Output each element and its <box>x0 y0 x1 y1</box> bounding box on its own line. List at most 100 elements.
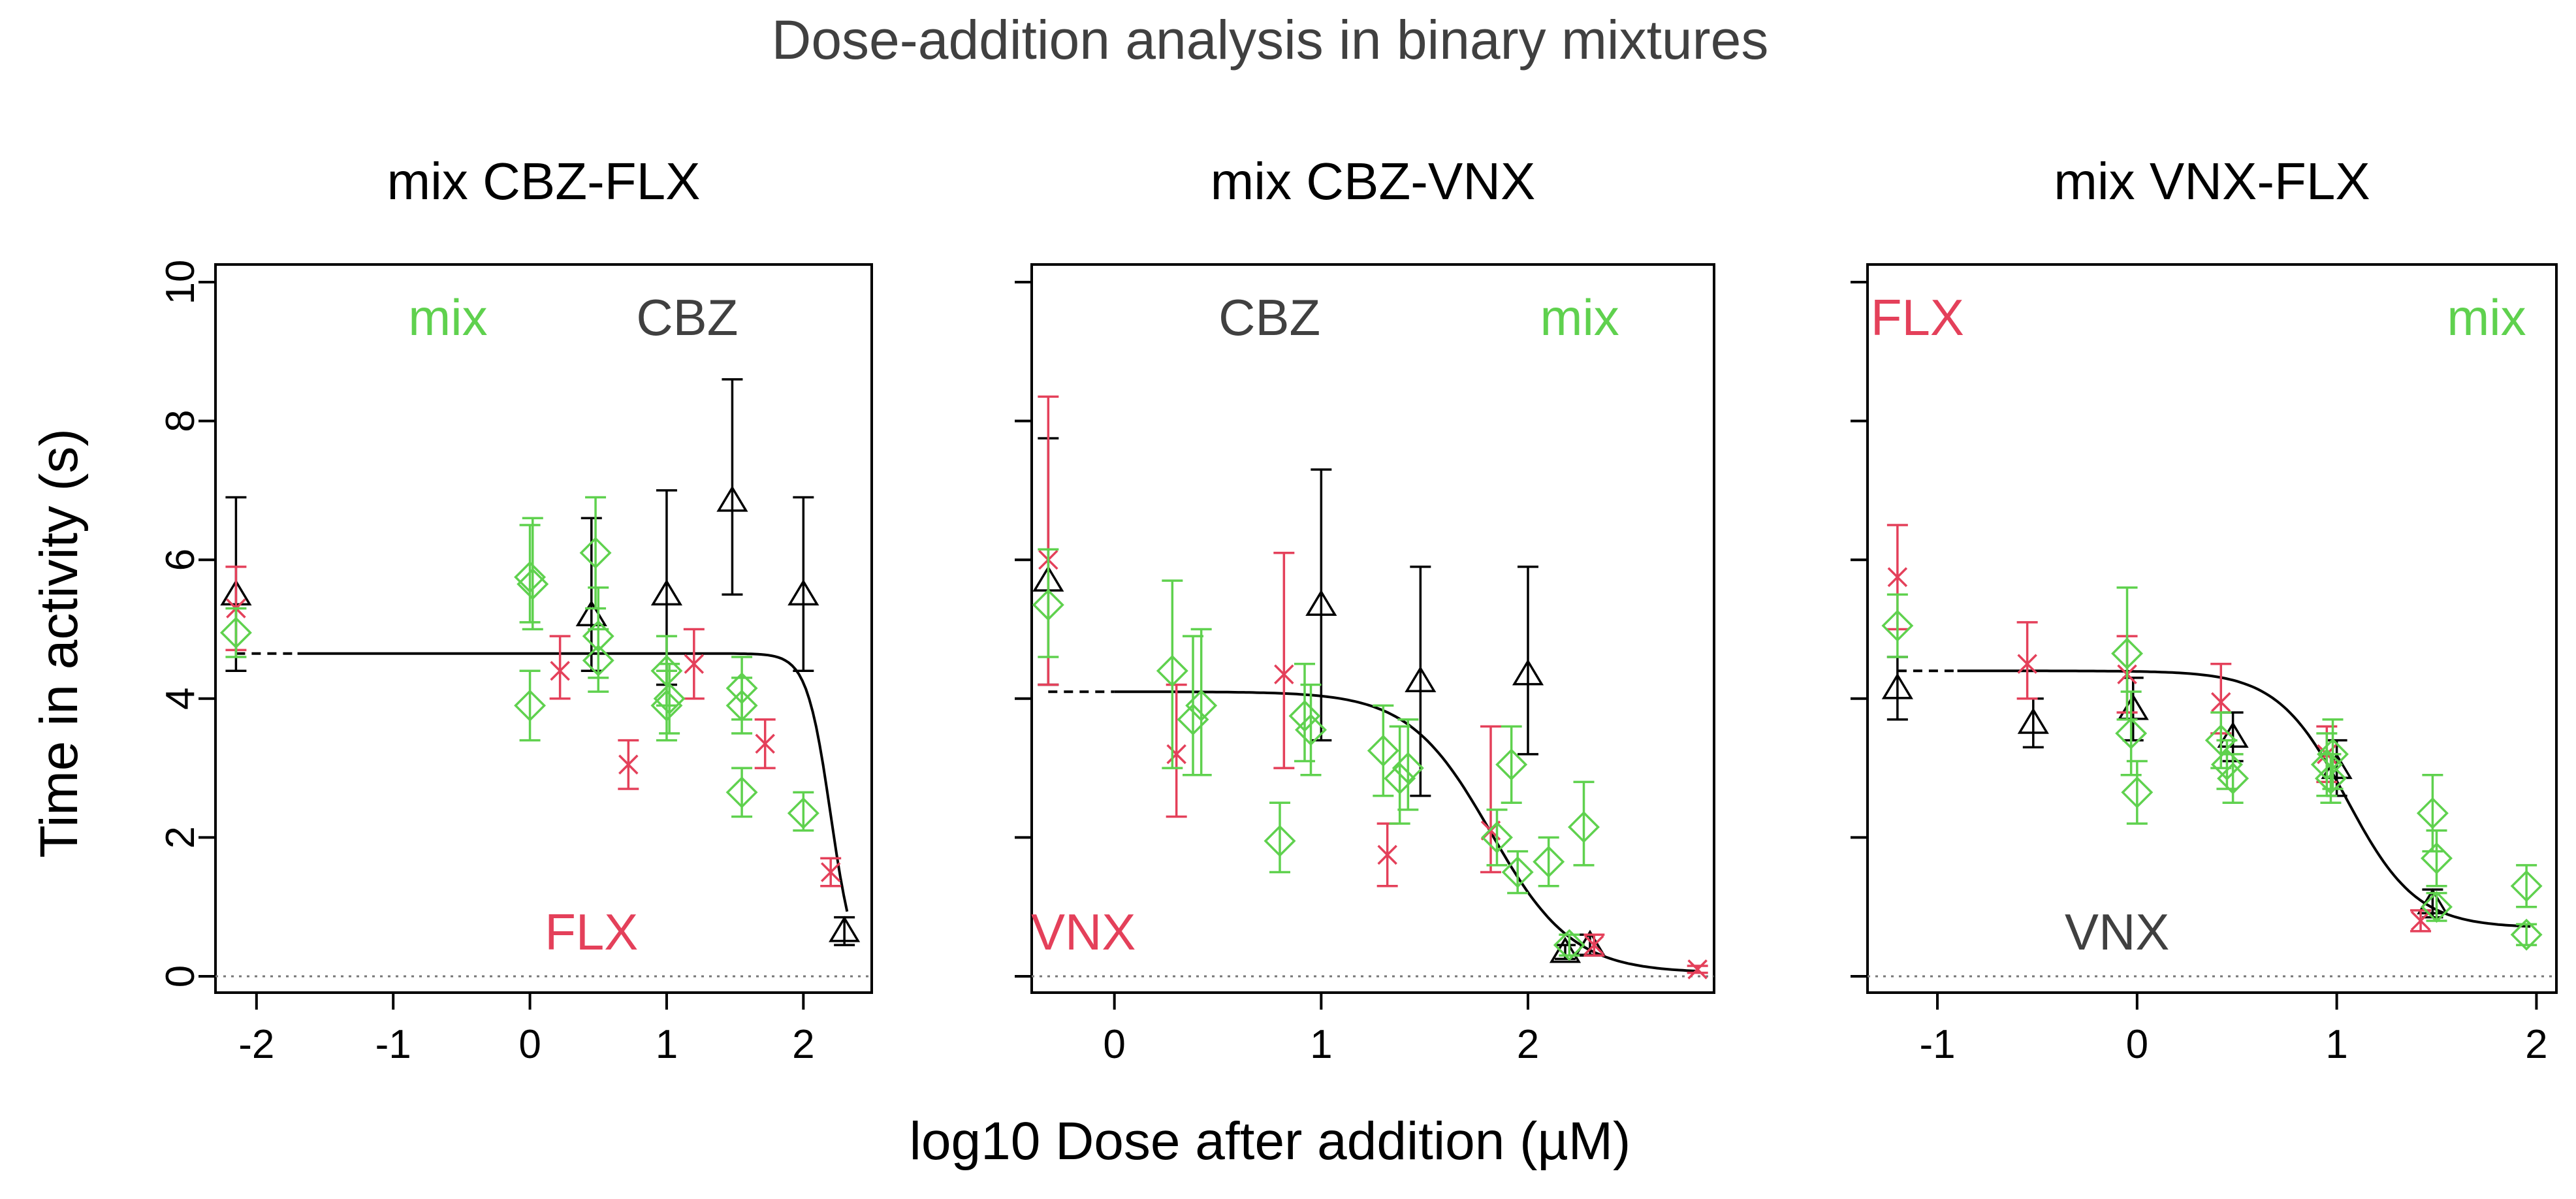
x-tick-label: 0 <box>2126 1022 2148 1067</box>
marker-diamond <box>517 568 549 600</box>
marker-diamond <box>1295 714 1327 746</box>
x-axis-label: log10 Dose after addition (µM) <box>910 1111 1631 1171</box>
data-point-mix <box>1481 808 1513 867</box>
marker-triangle <box>1881 673 1913 699</box>
marker-diamond <box>2217 762 2250 795</box>
x-tick-label: 2 <box>792 1022 814 1067</box>
data-point-flx <box>2410 909 2432 933</box>
data-point-flx <box>683 628 705 700</box>
marker-triangle <box>1549 936 1582 963</box>
data-point-mix <box>725 767 758 818</box>
data-point-vnx <box>1376 822 1398 887</box>
marker-diamond <box>2115 717 2148 750</box>
plot-frame <box>1030 263 1715 994</box>
marker-triangle <box>829 916 861 942</box>
data-point-mix <box>1501 850 1534 895</box>
data-point-cbz <box>1405 566 1437 797</box>
data-point-mix <box>1533 836 1565 887</box>
marker-x <box>618 754 639 775</box>
y-tick-label: 2 <box>158 826 203 848</box>
marker-diamond <box>2421 842 2453 874</box>
x-tick-label: -1 <box>375 1022 411 1067</box>
marker-x <box>1377 844 1397 865</box>
x-tick-label: -2 <box>238 1022 274 1067</box>
data-point-flx <box>820 857 842 887</box>
data-point-mix <box>787 791 819 832</box>
data-point-flx <box>549 635 571 700</box>
marker-diamond <box>1391 752 1424 784</box>
marker-diamond <box>1501 856 1534 889</box>
series-label-flx: FLX <box>545 903 638 961</box>
data-point-mix <box>579 496 612 610</box>
marker-triangle <box>1305 589 1337 616</box>
data-point-mix <box>2217 753 2250 804</box>
data-point-flx <box>754 718 776 769</box>
marker-diamond <box>2510 918 2543 951</box>
panel-1: mix CBZ-FLX 0 2 4 6 8 10 -2 -1 0 1 2 mix CBZ FLX <box>158 152 873 1067</box>
series-label-mix: mix <box>2447 289 2526 346</box>
data-point-flx <box>2016 621 2038 700</box>
data-point-mix <box>1495 725 1528 804</box>
marker-diamond <box>1881 609 1914 642</box>
data-point-mix <box>1881 593 1914 658</box>
marker-diamond <box>1568 810 1600 843</box>
data-point-mix <box>2121 759 2154 825</box>
marker-triangle <box>1405 665 1437 692</box>
marker-diamond <box>1384 762 1416 795</box>
x-tick-label: 2 <box>1517 1022 1539 1067</box>
x-tick-label: 1 <box>2325 1022 2347 1067</box>
marker-diamond <box>2317 738 2349 771</box>
marker-triangle <box>650 579 683 606</box>
marker-diamond <box>653 682 686 715</box>
data-point-mix <box>2421 891 2453 923</box>
plot-frame <box>214 263 873 994</box>
data-point-vnx <box>2017 697 2049 748</box>
marker-diamond <box>2416 797 2449 829</box>
marker-diamond <box>514 561 547 594</box>
marker-diamond <box>1264 825 1296 857</box>
data-point-vnx <box>1687 959 1708 980</box>
marker-diamond <box>1495 748 1528 781</box>
marker-diamond <box>1367 735 1399 767</box>
marker-x <box>820 862 841 882</box>
data-point-cbz <box>787 496 819 673</box>
x-tick-label: 0 <box>1103 1022 1125 1067</box>
data-point-mix <box>2314 753 2347 804</box>
marker-x <box>1687 959 1708 980</box>
marker-diamond <box>514 689 547 722</box>
data-point-mix <box>2310 732 2343 797</box>
marker-triangle <box>2217 721 2249 748</box>
data-point-mix <box>1177 635 1209 776</box>
marker-diamond <box>579 537 612 569</box>
marker-diamond <box>1533 846 1565 878</box>
y-axis-label: Time in activity (s) <box>29 428 89 858</box>
data-point-mix <box>1295 683 1327 776</box>
panel-title: mix CBZ-FLX <box>387 152 701 210</box>
y-tick-label: 6 <box>158 549 203 571</box>
marker-x <box>550 661 570 681</box>
panel-2: mix CBZ-VNX 0 1 2 CBZ mix VNX <box>1015 152 1715 1067</box>
data-point-mix <box>1568 780 1600 867</box>
data-point-mix <box>2115 690 2148 776</box>
series-label-vnx: VNX <box>1031 903 1136 961</box>
series-label-cbz: CBZ <box>1218 289 1320 346</box>
data-point-mix <box>514 669 547 742</box>
series-label-vnx: VNX <box>2065 903 2169 961</box>
marker-x <box>1584 935 1604 955</box>
marker-diamond <box>2210 748 2243 781</box>
fit-curve <box>297 652 849 912</box>
panel-title: mix CBZ-VNX <box>1211 152 1536 210</box>
x-tick-label: 1 <box>656 1022 678 1067</box>
data-point-mix <box>1553 929 1585 961</box>
marker-x <box>1887 567 1908 588</box>
series-label-flx: FLX <box>1871 289 1964 346</box>
data-point-vnx <box>1583 933 1605 957</box>
y-tick-label: 0 <box>158 965 203 987</box>
marker-diamond <box>1481 821 1513 854</box>
data-point-mix <box>582 628 614 693</box>
data-point-mix <box>1156 579 1188 769</box>
figure-title: Dose-addition analysis in binary mixture… <box>772 9 1769 71</box>
marker-triangle <box>716 485 748 512</box>
marker-diamond <box>787 797 819 829</box>
